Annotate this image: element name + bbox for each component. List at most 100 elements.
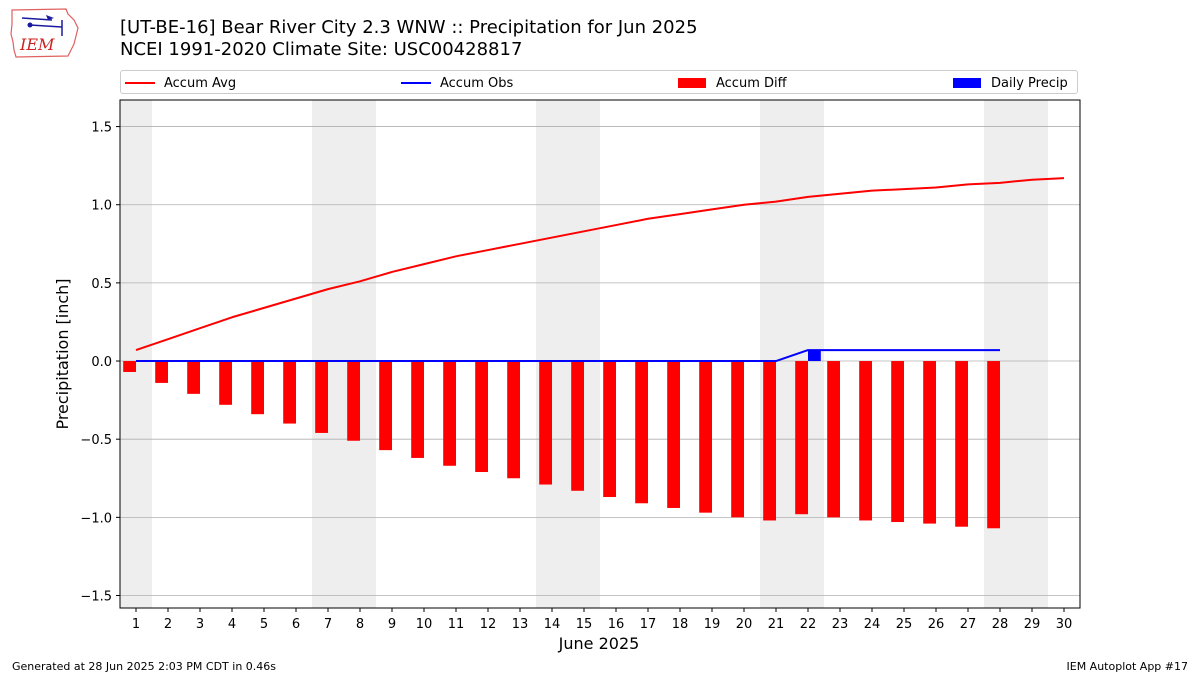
x-tick-label: 21 [768,617,785,632]
x-tick-label: 19 [704,617,721,632]
accum-diff-bar [955,361,968,527]
x-tick-label: 30 [1056,617,1073,632]
accum-diff-bar [539,361,552,485]
accum-diff-bar [283,361,296,424]
accum-diff-bar [155,361,168,383]
accum-diff-bar [475,361,488,473]
weekend-band [984,100,1048,608]
x-tick-label: 7 [324,617,332,632]
x-tick-label: 8 [356,617,364,632]
accum-diff-bar [251,361,264,415]
accum-diff-bar [987,361,1000,529]
legend: Accum Avg Accum Obs Accum Diff Daily Pre… [120,70,1078,94]
x-tick-label: 15 [576,617,593,632]
accum-obs-line [136,349,1000,363]
accum-diff-bar [507,361,520,479]
y-tick-label: −0.5 [80,433,112,448]
x-tick-label: 28 [992,617,1009,632]
accum-diff-bar [699,361,712,513]
legend-item-accum-obs: Accum Obs [401,74,513,92]
accum-diff-bar [443,361,456,466]
x-tick-label: 13 [512,617,529,632]
weekend-bands [120,100,1048,608]
x-tick-label: 27 [960,617,977,632]
x-tick-label: 11 [448,617,465,632]
y-axis-ticks: −1.5 −1.0 −0.5 0.0 0.5 1.0 1.5 [80,121,120,604]
x-tick-label: 6 [292,617,300,632]
footer-app: IEM Autoplot App #17 [1066,660,1189,673]
accum-diff-bar [923,361,936,524]
y-axis-label: Precipitation [inch] [53,278,72,429]
footer-generated: Generated at 28 Jun 2025 2:03 PM CDT in … [12,660,277,673]
legend-item-daily-precip: Daily Precip [953,74,1068,92]
x-tick-label: 18 [672,617,689,632]
legend-label-accum-obs: Accum Obs [440,75,514,91]
x-tick-label: 5 [260,617,268,632]
weekend-band [120,100,152,608]
weekend-band [312,100,376,608]
accum-diff-bar [859,361,872,521]
x-tick-label: 3 [196,617,204,632]
x-tick-label: 16 [608,617,625,632]
daily-precip-bars [808,350,821,362]
accum-diff-bar [891,361,904,523]
accum-diff-bar [731,361,744,518]
logo-text: IEM [19,35,55,54]
y-tick-label: −1.0 [80,511,112,526]
accum-diff-bar [347,361,360,441]
accum-diff-bar [635,361,648,504]
accum-diff-bar [379,361,392,451]
x-tick-label: 12 [480,617,497,632]
accum-diff-bar [187,361,200,394]
x-tick-label: 24 [864,617,881,632]
y-tick-label: 1.5 [91,121,112,136]
x-tick-label: 26 [928,617,945,632]
x-tick-label: 10 [416,617,433,632]
iem-logo: IEM [10,8,79,58]
accum-diff-bar [123,361,136,372]
x-tick-label: 20 [736,617,753,632]
daily-precip-bar [808,350,821,362]
accum-diff-bar [411,361,424,458]
weekend-band [536,100,600,608]
accum-diff-bars [123,361,1000,529]
accum-diff-bar [827,361,840,518]
plot-frame [119,99,1081,609]
x-tick-label: 29 [1024,617,1041,632]
x-tick-label: 22 [800,617,817,632]
legend-label-daily-precip: Daily Precip [991,75,1068,91]
legend-swatch-accum-obs [401,82,431,84]
x-tick-label: 2 [164,617,172,632]
x-tick-label: 1 [132,617,140,632]
legend-item-accum-avg: Accum Avg [125,74,236,92]
series-lines [135,177,1065,363]
x-tick-label: 4 [228,617,236,632]
y-tick-label: −1.5 [80,589,112,604]
y-tick-label: 0.0 [91,355,112,370]
accum-avg-line [135,177,1065,352]
accum-diff-bar [763,361,776,521]
accum-diff-bar [667,361,680,508]
legend-label-accum-avg: Accum Avg [164,75,237,91]
legend-label-accum-diff: Accum Diff [716,75,787,91]
x-tick-label: 14 [544,617,561,632]
accum-diff-bar [603,361,616,498]
legend-swatch-accum-avg [125,82,155,84]
chart-subtitle: NCEI 1991-2020 Climate Site: USC00428817 [120,39,523,60]
legend-item-accum-diff: Accum Diff [678,74,787,92]
legend-swatch-accum-diff [678,78,706,88]
accum-diff-bar [795,361,808,515]
x-tick-label: 25 [896,617,913,632]
y-tick-label: 0.5 [91,277,112,292]
legend-swatch-daily-precip [953,78,981,88]
x-axis-label: June 2025 [558,634,640,653]
accum-diff-bar [219,361,232,405]
accum-diff-bar [571,361,584,491]
x-tick-label: 17 [640,617,657,632]
x-tick-label: 9 [388,617,396,632]
x-axis-ticks: 1 2 3 4 5 6 7 8 9 10 11 12 13 14 15 16 17 18 19 20 21 22 23 24 2… [132,608,1072,632]
x-tick-label: 23 [832,617,849,632]
chart-title: [UT-BE-16] Bear River City 2.3 WNW :: Pr… [120,17,698,38]
accum-diff-bar [315,361,328,433]
